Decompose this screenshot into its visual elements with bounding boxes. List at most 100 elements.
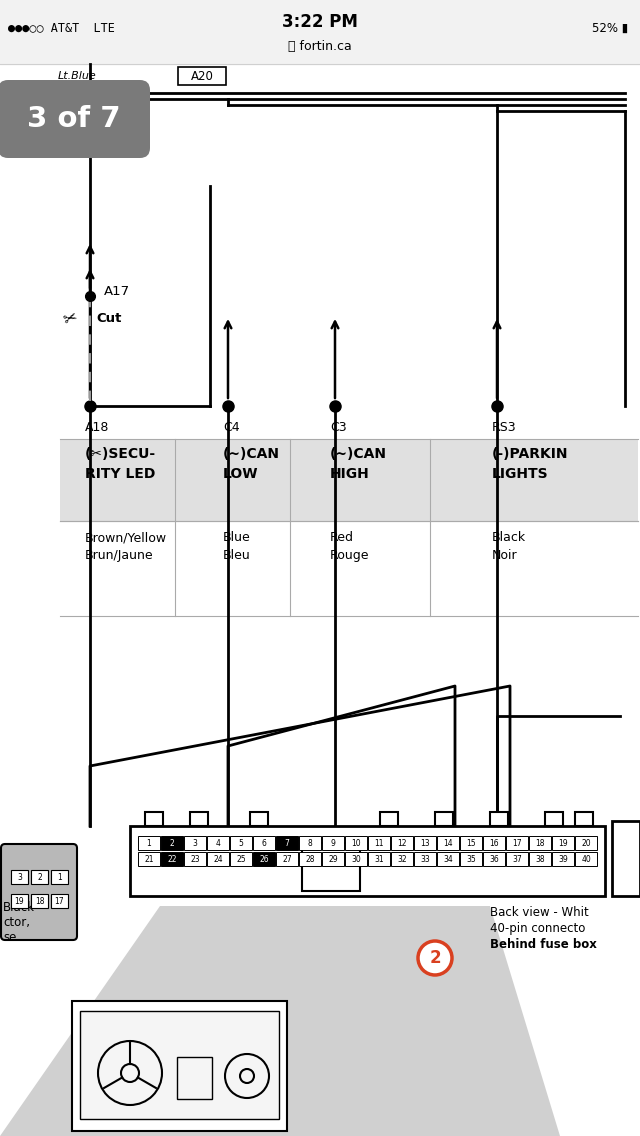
- Text: 18: 18: [35, 896, 44, 905]
- Bar: [506, 836, 528, 850]
- Text: 3: 3: [193, 838, 197, 847]
- Text: 14: 14: [443, 838, 453, 847]
- Text: A17: A17: [104, 284, 130, 298]
- Text: 29: 29: [328, 854, 338, 863]
- Bar: [80, 1011, 279, 1119]
- Bar: [345, 836, 367, 850]
- Text: Black: Black: [492, 531, 526, 544]
- Text: Black: Black: [3, 901, 35, 914]
- Bar: [145, 812, 163, 826]
- Text: 2: 2: [170, 838, 174, 847]
- Text: 2: 2: [37, 872, 42, 882]
- Circle shape: [418, 941, 452, 975]
- Bar: [460, 836, 482, 850]
- Text: se: se: [3, 932, 17, 944]
- Bar: [299, 836, 321, 850]
- Bar: [345, 852, 367, 866]
- FancyBboxPatch shape: [0, 80, 150, 158]
- Bar: [437, 836, 459, 850]
- Text: ✂: ✂: [60, 307, 79, 328]
- Bar: [11, 894, 28, 908]
- Text: 40-pin connecto: 40-pin connecto: [490, 922, 586, 935]
- Text: 27: 27: [282, 854, 292, 863]
- Text: LIGHTS: LIGHTS: [492, 467, 548, 481]
- Text: 36: 36: [489, 854, 499, 863]
- Text: LOW: LOW: [223, 467, 259, 481]
- Text: 19: 19: [15, 896, 24, 905]
- Text: 18: 18: [535, 838, 545, 847]
- Bar: [575, 812, 593, 826]
- Bar: [391, 852, 413, 866]
- Text: 23: 23: [190, 854, 200, 863]
- Text: 39: 39: [558, 854, 568, 863]
- Text: ctor,: ctor,: [3, 916, 30, 929]
- Bar: [207, 852, 229, 866]
- Text: 2: 2: [429, 949, 441, 967]
- Bar: [437, 852, 459, 866]
- Text: 52% ▮: 52% ▮: [592, 22, 628, 34]
- Text: RITY LED: RITY LED: [85, 467, 156, 481]
- Text: 7: 7: [285, 838, 289, 847]
- Bar: [72, 1001, 287, 1131]
- Bar: [483, 836, 505, 850]
- Text: 25: 25: [236, 854, 246, 863]
- Bar: [230, 852, 252, 866]
- Text: RS3: RS3: [492, 421, 516, 434]
- Text: Blue: Blue: [223, 531, 251, 544]
- Text: 13: 13: [420, 838, 430, 847]
- Bar: [483, 852, 505, 866]
- Bar: [460, 852, 482, 866]
- Bar: [380, 812, 398, 826]
- Bar: [190, 812, 208, 826]
- Bar: [612, 821, 640, 896]
- Text: Noir: Noir: [492, 549, 518, 562]
- Text: 11: 11: [374, 838, 384, 847]
- Text: A18: A18: [85, 421, 109, 434]
- Text: (~)CAN: (~)CAN: [223, 446, 280, 461]
- Bar: [60, 521, 638, 616]
- Text: 17: 17: [54, 896, 64, 905]
- Bar: [414, 836, 436, 850]
- Bar: [322, 836, 344, 850]
- Bar: [138, 852, 160, 866]
- Text: Rouge: Rouge: [330, 549, 369, 562]
- Bar: [51, 870, 68, 884]
- Text: Red: Red: [330, 531, 354, 544]
- Text: 32: 32: [397, 854, 407, 863]
- Bar: [184, 852, 206, 866]
- Text: 🔒 fortin.ca: 🔒 fortin.ca: [288, 40, 352, 52]
- Bar: [276, 852, 298, 866]
- Bar: [31, 870, 48, 884]
- Text: A20: A20: [191, 69, 213, 83]
- Bar: [299, 852, 321, 866]
- Text: 22: 22: [167, 854, 177, 863]
- Bar: [130, 826, 605, 896]
- Bar: [368, 836, 390, 850]
- Text: 20: 20: [581, 838, 591, 847]
- Bar: [161, 852, 183, 866]
- Bar: [178, 67, 226, 85]
- Text: Lt.Blue: Lt.Blue: [58, 72, 97, 81]
- Text: 10: 10: [351, 838, 361, 847]
- Bar: [177, 1056, 212, 1099]
- Text: 21: 21: [144, 854, 154, 863]
- FancyBboxPatch shape: [1, 844, 77, 939]
- Text: 6: 6: [262, 838, 266, 847]
- Text: Brun/Jaune: Brun/Jaune: [85, 549, 154, 562]
- Bar: [250, 812, 268, 826]
- Bar: [253, 852, 275, 866]
- Text: 28: 28: [305, 854, 315, 863]
- Bar: [552, 852, 574, 866]
- Text: (-)PARKIN: (-)PARKIN: [492, 446, 568, 461]
- Text: HIGH: HIGH: [330, 467, 370, 481]
- Bar: [391, 836, 413, 850]
- Bar: [184, 836, 206, 850]
- Text: 30: 30: [351, 854, 361, 863]
- Text: 15: 15: [466, 838, 476, 847]
- Bar: [161, 836, 183, 850]
- Polygon shape: [0, 907, 560, 1136]
- Bar: [552, 836, 574, 850]
- Bar: [11, 870, 28, 884]
- Text: 3 of 7: 3 of 7: [27, 105, 121, 133]
- Bar: [575, 852, 597, 866]
